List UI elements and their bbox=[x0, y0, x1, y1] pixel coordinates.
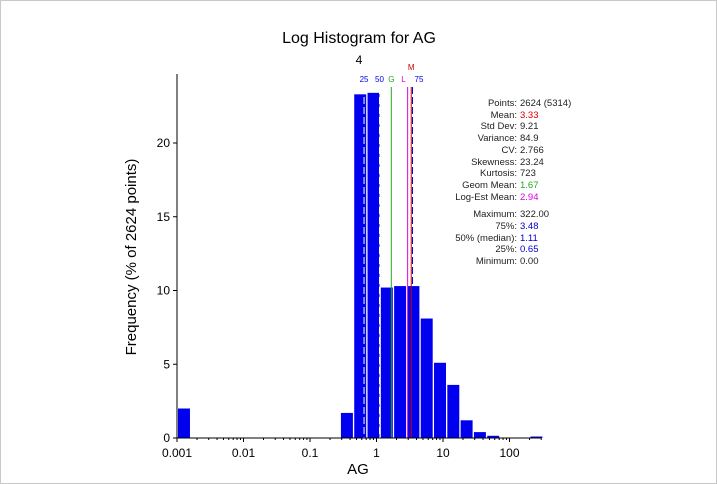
histogram-bar bbox=[487, 435, 500, 438]
stat-label: 50% (median): bbox=[455, 232, 517, 244]
histogram-bar bbox=[354, 94, 367, 438]
marker-label: 75 bbox=[415, 75, 424, 84]
stat-value: 1.67 bbox=[520, 179, 539, 191]
histogram-bar bbox=[447, 384, 460, 438]
x-tick-label: 0.1 bbox=[302, 446, 319, 460]
stat-row: Log-Est Mean: 2.94 bbox=[441, 192, 571, 204]
stat-value: 23.24 bbox=[520, 156, 544, 168]
marker-label: 25 bbox=[360, 75, 369, 84]
stat-label: Log-Est Mean: bbox=[455, 191, 517, 203]
histogram-bar bbox=[367, 92, 380, 438]
histogram-bar bbox=[460, 420, 473, 438]
y-tick-label: 20 bbox=[157, 136, 171, 150]
stat-row: CV: 2.766 bbox=[441, 145, 571, 157]
stat-row: Kurtosis: 723 bbox=[441, 168, 571, 180]
stat-row: Points: 2624 (5314) bbox=[441, 98, 571, 110]
stat-label: Variance: bbox=[477, 133, 517, 145]
stat-value: 723 bbox=[520, 168, 536, 180]
stat-row: 50% (median): 1.11 bbox=[441, 233, 571, 245]
histogram-bar bbox=[178, 408, 190, 438]
histogram-bar bbox=[394, 286, 407, 438]
stat-value: 0.65 bbox=[520, 244, 539, 256]
histogram-bar bbox=[407, 286, 420, 438]
histogram-bar bbox=[530, 436, 543, 438]
stat-row: Geom Mean: 1.67 bbox=[441, 180, 571, 192]
stat-label: Points: bbox=[487, 98, 517, 109]
statistics-panel: Points: 2624 (5314) Mean: 3.33 Std Dev: 9.21 V… bbox=[441, 98, 571, 268]
stat-row: Maximum: 322.00 bbox=[441, 209, 571, 221]
marker-label: 50 bbox=[375, 75, 384, 84]
x-axis-label: AG bbox=[347, 461, 369, 478]
x-tick-label: 10 bbox=[436, 446, 450, 460]
stat-value: 1.11 bbox=[520, 232, 538, 244]
stat-label: Maximum: bbox=[473, 209, 517, 221]
x-tick-label: 100 bbox=[499, 446, 519, 460]
x-tick-label: 0.001 bbox=[162, 446, 192, 460]
stat-row: Std Dev: 9.21 bbox=[441, 121, 571, 133]
marker-label: L bbox=[401, 75, 406, 84]
stat-label: 75%: bbox=[495, 221, 517, 233]
stat-value: 0.00 bbox=[520, 256, 539, 268]
chart-title: Log Histogram for AG bbox=[282, 30, 436, 47]
stat-value: 3.33 bbox=[520, 109, 539, 121]
stat-label: Minimum: bbox=[475, 256, 517, 268]
stat-value: 2.766 bbox=[520, 144, 544, 156]
stat-row: Skewness: 23.24 bbox=[441, 157, 571, 169]
stat-value: 3.48 bbox=[520, 221, 539, 233]
stat-row: 75%: 3.48 bbox=[441, 221, 571, 233]
stat-value: 9.21 bbox=[520, 121, 539, 133]
stat-label: Std Dev: bbox=[480, 121, 517, 133]
y-tick-label: 15 bbox=[157, 210, 171, 224]
histogram-bar bbox=[473, 432, 486, 438]
x-tick-label: 0.01 bbox=[232, 446, 256, 460]
stat-row: Variance: 84.9 bbox=[441, 133, 571, 145]
marker-label: G bbox=[388, 75, 394, 84]
histogram-bar bbox=[420, 318, 433, 438]
y-axis-label: Frequency (% of 2624 points) bbox=[123, 159, 140, 356]
marker-label: M bbox=[408, 63, 415, 72]
y-tick-label: 0 bbox=[163, 431, 170, 445]
stat-label: Skewness: bbox=[471, 156, 517, 168]
stat-label: Mean: bbox=[490, 109, 517, 121]
y-tick-label: 5 bbox=[163, 357, 170, 371]
histogram-bar bbox=[380, 287, 393, 438]
chart-subtitle: 4 bbox=[356, 53, 363, 67]
stat-row: Mean: 3.33 bbox=[441, 110, 571, 122]
y-tick-label: 10 bbox=[157, 284, 171, 298]
stat-value: 84.9 bbox=[520, 133, 539, 145]
stat-value: 2624 (5314) bbox=[520, 98, 572, 109]
x-tick-label: 1 bbox=[373, 446, 380, 460]
stat-label: 25%: bbox=[495, 244, 517, 256]
stat-value: 322.00 bbox=[520, 209, 550, 221]
stat-value: 2.94 bbox=[520, 191, 539, 203]
histogram-bar bbox=[340, 412, 353, 438]
stat-label: Kurtosis: bbox=[480, 168, 517, 180]
stat-row: 25%: 0.65 bbox=[441, 244, 571, 256]
histogram-bar bbox=[434, 362, 446, 438]
stat-row: Minimum: 0.00 bbox=[441, 256, 571, 268]
stat-label: Geom Mean: bbox=[462, 179, 517, 191]
stat-label: CV: bbox=[501, 144, 517, 156]
